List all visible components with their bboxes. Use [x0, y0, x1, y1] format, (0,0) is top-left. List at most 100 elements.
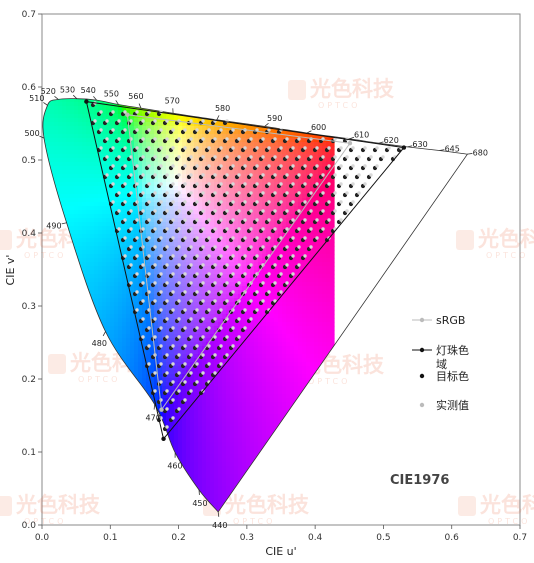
gamut-color-cell [218, 270, 223, 275]
gamut-color-cell [170, 134, 175, 139]
gamut-color-cell [186, 382, 191, 387]
gamut-color-cell [98, 242, 103, 247]
gamut-color-cell [210, 422, 215, 427]
gamut-color-cell [190, 422, 195, 427]
gamut-color-cell [154, 346, 159, 351]
gamut-color-cell [86, 162, 91, 167]
gamut-color-cell [122, 206, 127, 211]
gamut-color-cell [134, 366, 139, 371]
gamut-color-cell [122, 190, 127, 195]
gamut-color-cell [162, 162, 167, 167]
gamut-color-cell [142, 214, 147, 219]
gamut-color-cell [98, 182, 103, 187]
gamut-color-cell [126, 154, 131, 159]
gamut-color-cell [126, 342, 131, 347]
gamut-color-cell [222, 342, 227, 347]
gamut-color-cell [174, 258, 179, 263]
gamut-color-cell [118, 286, 123, 291]
gamut-color-cell [74, 122, 79, 127]
gamut-color-cell [206, 206, 211, 211]
gamut-color-cell [162, 382, 167, 387]
gamut-color-cell [82, 206, 87, 211]
gamut-color-cell [222, 346, 227, 351]
gamut-color-cell [114, 278, 119, 283]
gamut-color-cell [222, 482, 227, 487]
gamut-color-cell [82, 174, 87, 179]
gamut-color-cell [142, 346, 147, 351]
gamut-color-cell [126, 198, 131, 203]
gamut-color-cell [130, 326, 135, 331]
gamut-color-cell [178, 342, 183, 347]
gamut-color-cell [166, 362, 171, 367]
gamut-color-cell [142, 302, 147, 307]
gamut-color-cell [174, 126, 179, 131]
gamut-color-cell [82, 238, 87, 243]
gamut-color-cell [58, 114, 63, 119]
gamut-color-cell [82, 154, 87, 159]
gamut-color-cell [154, 282, 159, 287]
gamut-color-cell [122, 310, 127, 315]
gamut-color-cell [190, 234, 195, 239]
gamut-color-cell [126, 314, 131, 319]
gamut-color-cell [134, 358, 139, 363]
gamut-color-cell [158, 306, 163, 311]
gamut-color-cell [222, 390, 227, 395]
gamut-color-cell [110, 234, 115, 239]
gamut-color-cell [214, 282, 219, 287]
gamut-color-cell [50, 170, 55, 175]
gamut-color-cell [202, 214, 207, 219]
gamut-color-cell [78, 198, 83, 203]
gamut-color-cell [126, 170, 131, 175]
gamut-color-cell [150, 198, 155, 203]
gamut-color-cell [198, 418, 203, 423]
gamut-color-cell [162, 294, 167, 299]
gamut-color-cell [94, 146, 99, 151]
gamut-color-cell [206, 162, 211, 167]
gamut-color-cell [82, 186, 87, 191]
gamut-color-cell [142, 290, 147, 295]
gamut-color-cell [178, 142, 183, 147]
gamut-color-cell [166, 250, 171, 255]
gamut-color-cell [222, 250, 227, 255]
gamut-color-cell [98, 266, 103, 271]
gamut-color-cell [210, 494, 215, 499]
gamut-color-cell [198, 362, 203, 367]
gamut-color-cell [190, 454, 195, 459]
gamut-color-cell [158, 162, 163, 167]
gamut-color-cell [218, 194, 223, 199]
gamut-color-cell [82, 246, 87, 251]
gamut-color-cell [158, 354, 163, 359]
gamut-color-cell [90, 222, 95, 227]
gamut-color-cell [78, 118, 83, 123]
gamut-color-cell [214, 506, 219, 511]
gamut-color-cell [106, 218, 111, 223]
gamut-color-cell [86, 262, 91, 267]
gamut-color-cell [58, 126, 63, 131]
gamut-color-cell [194, 334, 199, 339]
gamut-color-cell [182, 306, 187, 311]
gamut-color-cell [162, 334, 167, 339]
gamut-color-cell [86, 230, 91, 235]
gamut-color-cell [154, 394, 159, 399]
gamut-color-cell [210, 386, 215, 391]
gamut-color-cell [210, 486, 215, 491]
gamut-color-cell [102, 242, 107, 247]
gamut-color-cell [170, 158, 175, 163]
gamut-color-cell [94, 306, 99, 311]
gamut-color-cell [122, 290, 127, 295]
gamut-color-cell [190, 178, 195, 183]
gamut-color-cell [178, 234, 183, 239]
gamut-color-cell [202, 246, 207, 251]
gamut-color-cell [110, 250, 115, 255]
gamut-color-cell [118, 194, 123, 199]
gamut-color-cell [94, 98, 99, 103]
gamut-color-cell [78, 258, 83, 263]
gamut-color-cell [218, 294, 223, 299]
gamut-color-cell [118, 238, 123, 243]
gamut-color-cell [222, 486, 227, 491]
gamut-color-cell [190, 446, 195, 451]
gamut-color-cell [194, 134, 199, 139]
gamut-color-cell [74, 214, 79, 219]
gamut-color-cell [130, 150, 135, 155]
gamut-color-cell [198, 486, 203, 491]
